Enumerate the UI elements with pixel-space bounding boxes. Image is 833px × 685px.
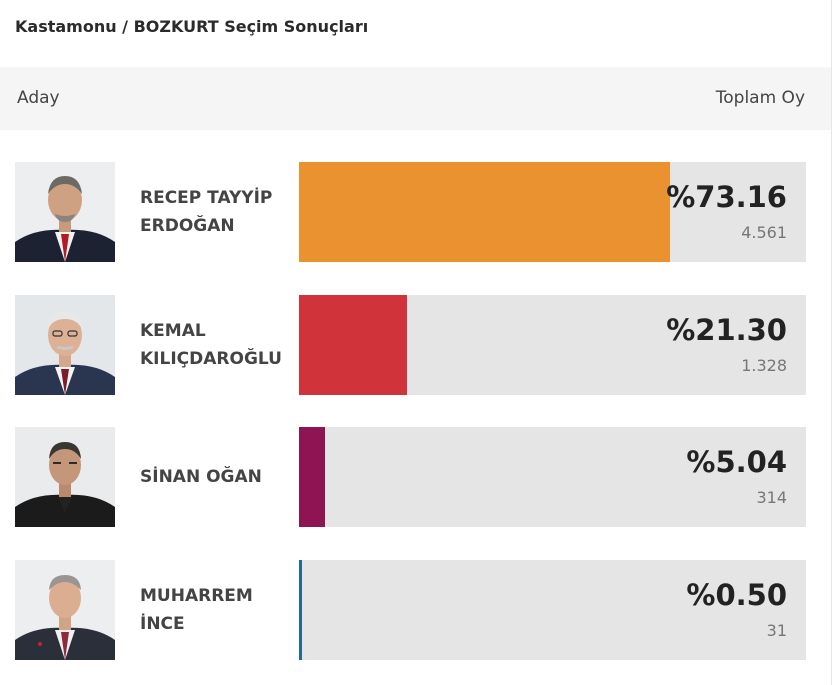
- candidate-name-line1: KEMAL: [140, 321, 206, 341]
- vote-bar-fill: [299, 427, 325, 527]
- candidate-name-line2: İNCE: [140, 614, 185, 634]
- vote-percent: %73.16: [666, 180, 787, 214]
- candidate-photo-icon: [15, 427, 115, 527]
- vote-bar-fill: [299, 162, 670, 262]
- vote-bar-fill: [299, 560, 302, 660]
- vote-count: 1.328: [741, 356, 787, 375]
- vote-bar-track: %73.16 4.561: [299, 162, 806, 262]
- vote-count: 31: [766, 621, 787, 640]
- candidate-photo-icon: [15, 295, 115, 395]
- vote-percent: %5.04: [686, 445, 787, 479]
- vote-percent: %21.30: [666, 313, 787, 347]
- candidate-name: MUHARREM İNCE: [140, 560, 290, 660]
- vote-bar-track: %21.30 1.328: [299, 295, 806, 395]
- candidate-row[interactable]: SİNAN OĞAN %5.04 314: [0, 427, 831, 527]
- vote-bar-track: %0.50 31: [299, 560, 806, 660]
- candidate-name-line1: RECEP TAYYİP: [140, 188, 273, 208]
- page-title: Kastamonu / BOZKURT Seçim Sonuçları: [15, 17, 369, 36]
- vote-bar-fill: [299, 295, 407, 395]
- candidate-name: RECEP TAYYİP ERDOĞAN: [140, 162, 290, 262]
- candidate-name-line2: KILIÇDAROĞLU: [140, 349, 282, 369]
- candidate-photo-icon: [15, 162, 115, 262]
- header-total-votes: Toplam Oy: [715, 88, 805, 108]
- candidate-name-line2: ERDOĞAN: [140, 216, 235, 236]
- candidate-row[interactable]: RECEP TAYYİP ERDOĞAN %73.16 4.561: [0, 162, 831, 262]
- header-candidate: Aday: [17, 88, 60, 108]
- candidate-name-line1: SİNAN OĞAN: [140, 467, 262, 487]
- table-header: Aday Toplam Oy: [0, 67, 831, 130]
- candidate-name: KEMAL KILIÇDAROĞLU: [140, 295, 290, 395]
- candidate-row[interactable]: MUHARREM İNCE %0.50 31: [0, 560, 831, 660]
- vote-count: 4.561: [741, 223, 787, 242]
- candidate-name: SİNAN OĞAN: [140, 427, 290, 527]
- vote-bar-track: %5.04 314: [299, 427, 806, 527]
- candidate-row[interactable]: KEMAL KILIÇDAROĞLU %21.30 1.328: [0, 295, 831, 395]
- vote-count: 314: [756, 488, 787, 507]
- vote-percent: %0.50: [686, 578, 787, 612]
- candidate-name-line1: MUHARREM: [140, 586, 253, 606]
- candidate-photo-icon: [15, 560, 115, 660]
